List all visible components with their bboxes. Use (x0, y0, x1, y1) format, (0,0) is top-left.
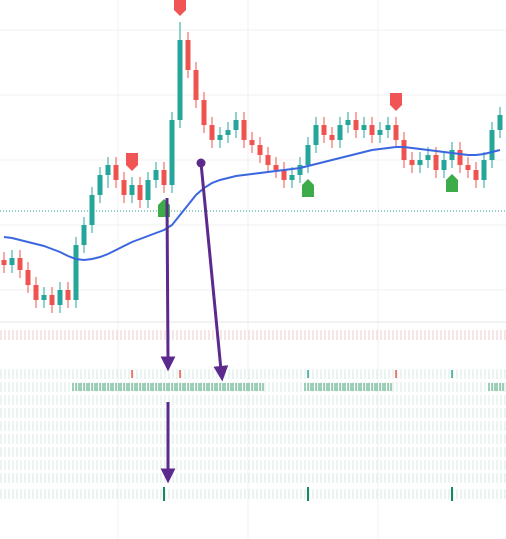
candle-body (297, 165, 303, 175)
candle-body (233, 120, 239, 130)
arrow-head (160, 468, 176, 484)
candle-body (97, 175, 103, 195)
candle-body (257, 145, 263, 155)
candle-body (305, 145, 311, 165)
candle-body (57, 290, 63, 305)
candle-body (41, 295, 47, 300)
candle-body (49, 295, 55, 305)
candle-body (177, 40, 183, 120)
candle-body (121, 180, 127, 195)
candle-body (129, 185, 135, 195)
candle-body (17, 258, 23, 270)
candle-body (489, 130, 495, 160)
candle-body (385, 125, 391, 130)
candle-body (225, 130, 231, 135)
candle-body (193, 70, 199, 100)
candle-body (457, 150, 463, 165)
candle-body (89, 195, 95, 225)
candle-body (369, 125, 375, 135)
candle-body (425, 155, 431, 160)
arrow-head (160, 356, 176, 372)
candle-body (361, 125, 367, 130)
candle-body (289, 175, 295, 180)
sell-signal (126, 153, 138, 171)
arrow (199, 162, 223, 371)
candle-body (185, 40, 191, 70)
candle-body (441, 160, 447, 170)
candle-body (25, 270, 31, 285)
candle-body (161, 170, 167, 185)
buy-signal (302, 179, 314, 197)
candle-body (113, 165, 119, 180)
candle-body (337, 125, 343, 140)
candle-body (145, 180, 151, 200)
candle-body (353, 120, 359, 130)
candle-body (105, 165, 111, 175)
candle-body (1, 260, 7, 265)
candle-body (449, 150, 455, 160)
candle-body (377, 130, 383, 135)
candle-body (417, 160, 423, 165)
indicator-pane (0, 330, 506, 501)
candle-body (321, 125, 327, 135)
candle-body (345, 120, 351, 125)
candle-body (169, 120, 175, 185)
arrow-head (213, 365, 229, 382)
candle-body (81, 225, 87, 245)
candle-body (313, 125, 319, 145)
candle-body (329, 135, 335, 140)
candle-body (393, 125, 399, 140)
price-pane (0, 0, 506, 313)
candle-body (433, 155, 439, 170)
candle-body (9, 258, 15, 265)
sell-signal (174, 0, 186, 16)
candle-body (473, 170, 479, 180)
candle-body (153, 170, 159, 180)
candle-body (409, 160, 415, 165)
candle-body (281, 170, 287, 180)
moving-average (3, 146, 501, 262)
candle-body (65, 290, 71, 300)
candle-body (217, 135, 223, 140)
candle-body (249, 140, 255, 145)
candle-body (273, 165, 279, 170)
candle-body (481, 160, 487, 180)
candle-body (465, 165, 471, 170)
candle-body (209, 125, 215, 140)
candle-body (137, 185, 143, 200)
candle-body (265, 155, 271, 165)
candle-body (401, 140, 407, 160)
sell-signal (390, 93, 402, 111)
candle-body (33, 285, 39, 300)
arrow (165, 197, 170, 361)
candle-body (241, 120, 247, 140)
annotation-arrows (160, 158, 229, 484)
candle-body (73, 245, 79, 300)
candle-body (201, 100, 207, 125)
buy-signal (446, 174, 458, 192)
candle-body (497, 115, 503, 130)
